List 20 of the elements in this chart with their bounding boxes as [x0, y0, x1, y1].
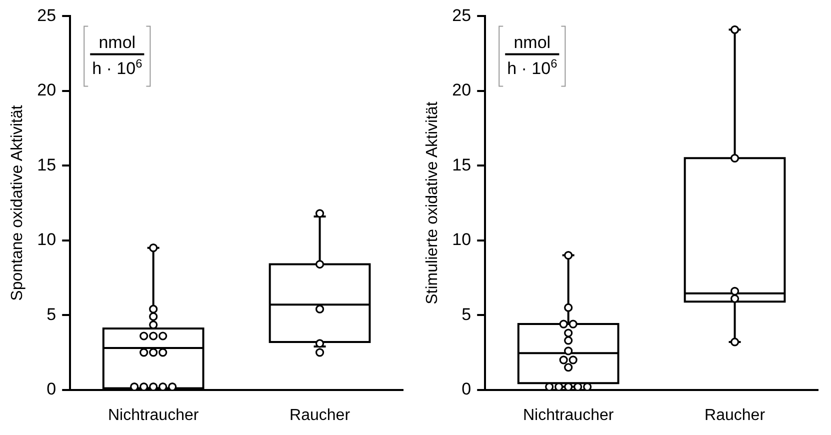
- y-tick-label: 10: [37, 230, 56, 250]
- y-axis-title: Stimulierte oxidative Aktivität: [424, 101, 442, 304]
- y-tick-label: 15: [37, 155, 56, 174]
- y-tick-label: 25: [452, 6, 472, 25]
- y-tick-label: 20: [452, 80, 472, 100]
- y-tick-label: 0: [462, 379, 472, 398]
- x-tick-label: Raucher: [290, 406, 351, 424]
- x-tick-label: Raucher: [704, 406, 766, 424]
- y-tick-label: 20: [37, 80, 56, 100]
- y-tick-label: 15: [452, 155, 472, 174]
- annotation: nmol: [98, 33, 136, 52]
- y-axis-title: Spontane oxidative Aktivität: [9, 104, 26, 301]
- y-tick-label: 5: [462, 304, 472, 324]
- x-tick-label: Nichtraucher: [522, 406, 614, 424]
- y-tick-label: 25: [37, 6, 56, 25]
- y-tick-label: 0: [46, 379, 56, 398]
- x-tick-label: Nichtraucher: [108, 406, 200, 424]
- y-tick-label: 10: [452, 230, 472, 250]
- annotation: nmol: [514, 33, 551, 52]
- y-tick-label: 5: [46, 304, 56, 324]
